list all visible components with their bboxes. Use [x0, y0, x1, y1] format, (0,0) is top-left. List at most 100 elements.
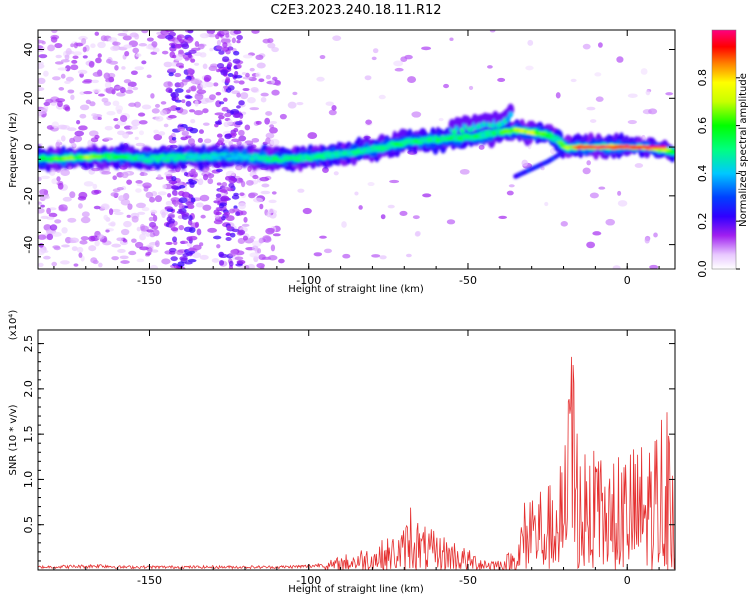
noise-blob — [207, 178, 214, 185]
noise-blob — [161, 258, 171, 265]
ridge-core — [660, 145, 668, 149]
noise-blob — [95, 57, 102, 64]
noise-blob — [153, 134, 163, 141]
noise-blob — [560, 221, 568, 227]
noise-blob — [216, 68, 221, 73]
noise-blob — [72, 55, 79, 60]
noise-blob — [238, 135, 247, 142]
noise-blob — [213, 200, 220, 204]
snr-line-layer — [38, 356, 675, 570]
noise-blob — [232, 58, 241, 64]
noise-blob — [134, 66, 145, 71]
noise-blob — [138, 120, 148, 125]
noise-blob — [278, 258, 285, 264]
noise-blob — [175, 107, 181, 111]
noise-blob — [228, 260, 234, 267]
noise-blob — [197, 178, 204, 186]
x-tick-label: -150 — [137, 274, 162, 287]
noise-blob — [64, 106, 71, 112]
noise-blob — [235, 211, 241, 217]
noise-blob — [88, 130, 99, 137]
noise-blob — [123, 220, 132, 228]
noise-blob — [81, 80, 92, 84]
noise-blob — [119, 87, 126, 94]
noise-blob — [249, 107, 260, 111]
noise-blob — [93, 189, 102, 194]
noise-blob — [108, 60, 119, 65]
noise-blob — [193, 110, 204, 116]
noise-blob — [213, 219, 223, 225]
noise-blob — [76, 246, 84, 253]
noise-blob — [258, 254, 266, 261]
noise-blob — [111, 208, 121, 213]
noise-blob — [46, 207, 51, 215]
colorbar-tick-label: 0.2 — [696, 212, 709, 230]
noise-blob — [653, 232, 658, 238]
noise-blob — [400, 56, 408, 62]
noise-blob — [60, 59, 70, 63]
noise-blob — [65, 236, 72, 244]
noise-blob — [187, 219, 193, 226]
noise-blob — [592, 231, 602, 236]
noise-blob — [265, 132, 275, 139]
noise-blob — [141, 207, 150, 212]
noise-blob — [85, 99, 91, 104]
noise-blob — [91, 79, 99, 84]
x-tick-label: -100 — [296, 274, 321, 287]
x-tick-label: -100 — [296, 574, 321, 587]
colorbar-gradient — [712, 30, 736, 269]
noise-blob — [238, 202, 247, 210]
noise-blob — [90, 257, 98, 264]
noise-blob — [116, 187, 124, 191]
noise-blob — [240, 92, 249, 100]
noise-blob — [648, 108, 658, 115]
noise-blob — [149, 196, 156, 203]
noise-blob — [54, 61, 64, 65]
noise-blob — [65, 76, 74, 82]
noise-blob — [242, 76, 253, 80]
noise-blob — [199, 242, 204, 247]
noise-blob — [112, 41, 121, 46]
noise-blob — [225, 170, 235, 178]
ridge-blob — [556, 141, 565, 145]
noise-blob — [152, 214, 158, 222]
noise-blob — [233, 30, 242, 35]
noise-blob — [54, 219, 62, 224]
noise-blob — [270, 244, 276, 252]
noise-blob — [134, 33, 140, 40]
noise-blob — [65, 48, 72, 55]
noise-blob — [48, 212, 58, 218]
noise-blob — [55, 141, 60, 149]
noise-blob — [188, 214, 193, 221]
noise-blob — [322, 167, 329, 174]
noise-blob — [103, 214, 109, 221]
noise-blob — [407, 76, 417, 83]
noise-blob — [120, 228, 130, 236]
noise-blob — [247, 97, 256, 104]
noise-blob — [665, 92, 674, 96]
noise-blob — [98, 93, 105, 97]
noise-blob — [138, 43, 148, 47]
noise-blob — [93, 205, 101, 210]
noise-blob — [43, 189, 48, 196]
noise-blob — [112, 175, 118, 181]
noise-blob — [251, 245, 259, 251]
noise-blob — [174, 88, 184, 93]
noise-blob — [64, 80, 71, 85]
noise-blob — [51, 30, 58, 34]
y-tick-label: 1.0 — [22, 471, 35, 489]
noise-blob — [129, 125, 139, 130]
noise-blob — [380, 214, 386, 220]
noise-blob — [130, 70, 138, 76]
colorbar-tick-label: 0.0 — [696, 260, 709, 278]
noise-blob — [70, 94, 75, 101]
noise-blob — [114, 64, 119, 71]
noise-blob — [221, 46, 230, 52]
noise-blob — [154, 103, 161, 108]
noise-blob — [137, 112, 146, 117]
noise-blob — [242, 54, 253, 59]
noise-blob — [40, 204, 45, 208]
noise-blob — [267, 38, 274, 44]
noise-blob — [135, 180, 143, 184]
